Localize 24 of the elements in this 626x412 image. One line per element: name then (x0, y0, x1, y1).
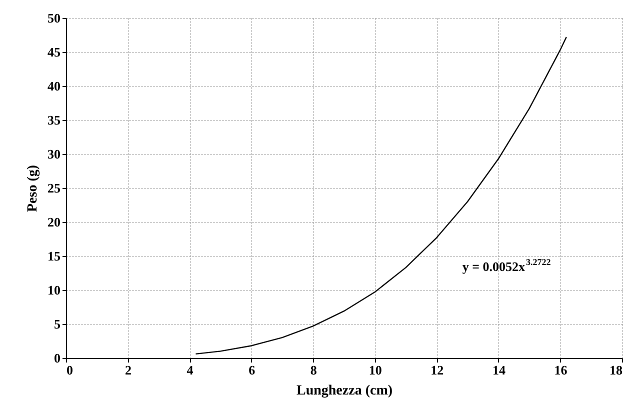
y-tick-label: 15 (48, 248, 61, 264)
x-tick-label: 16 (554, 362, 568, 378)
x-tick-label: 2 (125, 362, 132, 378)
y-tick-label: 0 (54, 350, 60, 366)
x-tick-label: 0 (66, 362, 73, 378)
y-tick-label: 10 (48, 282, 60, 298)
y-tick-label: 45 (48, 44, 61, 60)
y-tick-label: 20 (48, 214, 60, 230)
x-tick-label: 4 (186, 362, 194, 378)
x-tick-label: 14 (492, 362, 506, 378)
x-tick-label: 8 (310, 362, 318, 378)
x-tick-label: 12 (430, 362, 444, 378)
y-tick-label: 50 (48, 10, 60, 26)
y-tick-label: 35 (48, 112, 61, 128)
y-tick-label: 5 (54, 316, 61, 332)
y-tick-label: 30 (48, 146, 60, 162)
y-tick-label: 25 (48, 180, 61, 196)
x-axis-title: Lunghezza (cm) (296, 384, 393, 398)
y-axis-title: Peso (g) (26, 164, 40, 212)
y-tick-label: 40 (48, 78, 60, 94)
line-series (195, 36, 567, 355)
x-tick-label: 10 (368, 362, 382, 378)
x-tick-label: 18 (610, 362, 623, 378)
x-tick-label: 6 (248, 362, 256, 378)
